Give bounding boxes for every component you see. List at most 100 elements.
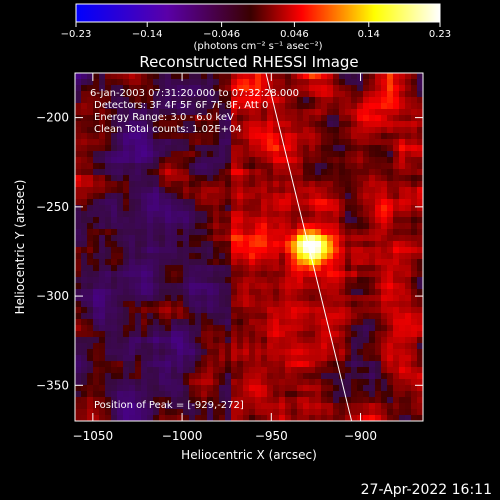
heatmap-pixel: [399, 289, 406, 296]
heatmap-pixel: [381, 103, 388, 110]
heatmap-pixel: [201, 367, 208, 374]
heatmap-pixel: [87, 277, 94, 284]
heatmap-pixel: [171, 367, 178, 374]
heatmap-pixel: [411, 115, 418, 122]
heatmap-pixel: [117, 73, 124, 80]
plot-frame: [74, 72, 424, 422]
heatmap-pixel: [297, 181, 304, 188]
heatmap-pixel: [405, 337, 412, 344]
heatmap-pixel: [189, 115, 196, 122]
heatmap-pixel: [117, 205, 124, 212]
heatmap-pixel: [81, 187, 88, 194]
heatmap-pixel: [105, 235, 112, 242]
heatmap-pixel: [207, 139, 214, 146]
heatmap-pixel: [249, 271, 256, 278]
heatmap-pixel: [123, 97, 130, 104]
heatmap-pixel: [87, 325, 94, 332]
heatmap-pixel: [417, 199, 423, 206]
heatmap-pixel: [297, 85, 304, 92]
heatmap-pixel: [417, 175, 423, 182]
heatmap-pixel: [363, 211, 370, 218]
heatmap-pixel: [225, 331, 232, 338]
heatmap-pixel: [345, 139, 352, 146]
heatmap-pixel: [315, 211, 322, 218]
heatmap-pixel: [273, 253, 280, 260]
heatmap-pixel: [75, 277, 82, 284]
heatmap-pixel: [291, 127, 298, 134]
heatmap-pixel: [105, 331, 112, 338]
heatmap-pixel: [99, 79, 106, 86]
heatmap-pixel: [75, 205, 82, 212]
heatmap-pixel: [357, 91, 364, 98]
heatmap-pixel: [291, 319, 298, 326]
heatmap-pixel: [279, 403, 286, 410]
heatmap-pixel: [201, 253, 208, 260]
heatmap-pixel: [153, 109, 160, 116]
heatmap-pixel: [345, 253, 352, 260]
heatmap-pixel: [255, 307, 262, 314]
heatmap-pixel: [309, 205, 316, 212]
heatmap-pixel: [207, 133, 214, 140]
heatmap-pixel: [411, 157, 418, 164]
heatmap-pixel: [309, 199, 316, 206]
heatmap-pixel: [153, 349, 160, 356]
heatmap-pixel: [261, 403, 268, 410]
heatmap-pixel: [261, 289, 268, 296]
heatmap-pixel: [315, 97, 322, 104]
heatmap-pixel: [345, 349, 352, 356]
heatmap-pixel: [291, 301, 298, 308]
heatmap-pixel: [225, 115, 232, 122]
heatmap-pixel: [75, 361, 82, 368]
heatmap-pixel: [399, 283, 406, 290]
heatmap-pixel: [141, 259, 148, 266]
heatmap-pixel: [363, 337, 370, 344]
heatmap-pixel: [345, 229, 352, 236]
colorbar-tick-label: 0.14: [358, 29, 380, 40]
heatmap-pixel: [219, 361, 226, 368]
heatmap-pixel: [231, 271, 238, 278]
heatmap-pixel: [315, 325, 322, 332]
heatmap-pixel: [345, 121, 352, 128]
heatmap-pixel: [381, 277, 388, 284]
heatmap-pixel: [219, 73, 226, 80]
heatmap-pixel: [249, 415, 256, 421]
heatmap-pixel: [249, 193, 256, 200]
y-tick-label: −300: [36, 289, 69, 303]
heatmap-pixel: [393, 379, 400, 386]
heatmap-pixel: [399, 97, 406, 104]
heatmap-pixel: [141, 241, 148, 248]
heatmap-pixel: [189, 313, 196, 320]
heatmap-pixel: [195, 367, 202, 374]
heatmap-pixel: [357, 109, 364, 116]
heatmap-pixel: [93, 247, 100, 254]
heatmap-pixel: [147, 235, 154, 242]
heatmap-pixel: [237, 229, 244, 236]
heatmap-pixel: [99, 157, 106, 164]
heatmap-pixel: [93, 367, 100, 374]
heatmap-pixel: [399, 259, 406, 266]
heatmap-pixel: [195, 385, 202, 392]
heatmap-pixel: [369, 133, 376, 140]
heatmap-pixel: [387, 289, 394, 296]
heatmap-pixel: [399, 373, 406, 380]
heatmap-pixel: [273, 175, 280, 182]
heatmap-pixel: [375, 157, 382, 164]
heatmap-pixel: [87, 157, 94, 164]
heatmap-pixel: [417, 349, 423, 356]
heatmap-pixel: [297, 289, 304, 296]
heatmap-pixel: [81, 127, 88, 134]
heatmap-pixel: [261, 283, 268, 290]
heatmap-pixel: [159, 139, 166, 146]
heatmap-pixel: [303, 109, 310, 116]
heatmap-pixel: [207, 181, 214, 188]
heatmap-pixel: [183, 193, 190, 200]
heatmap-pixel: [345, 271, 352, 278]
heatmap-pixel: [237, 181, 244, 188]
heatmap-pixel: [117, 355, 124, 362]
heatmap-pixel: [381, 289, 388, 296]
heatmap-pixel: [393, 313, 400, 320]
heatmap-pixel: [387, 301, 394, 308]
heatmap-pixel: [387, 247, 394, 254]
heatmap-pixel: [195, 97, 202, 104]
heatmap-pixel: [165, 139, 172, 146]
